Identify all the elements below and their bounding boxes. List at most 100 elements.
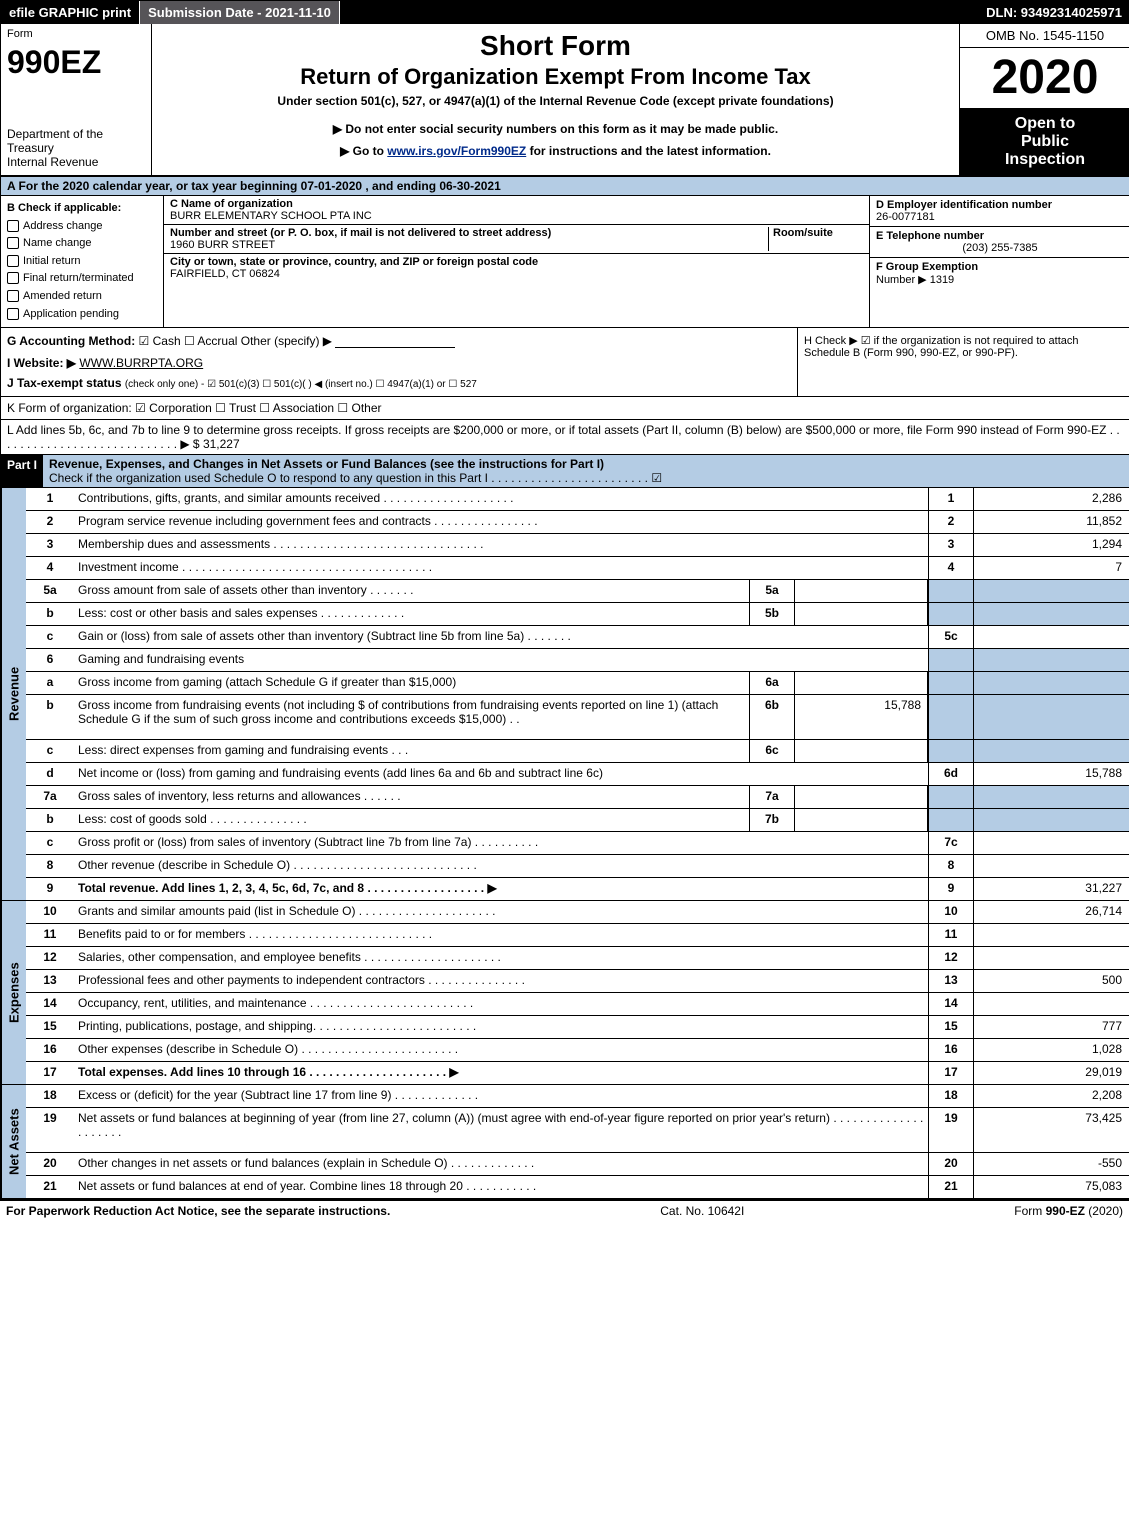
line-number: c [26, 740, 74, 762]
result-line-number: 11 [928, 924, 973, 946]
result-line-number: 12 [928, 947, 973, 969]
f-label: F Group Exemption [876, 261, 978, 273]
city-row: City or town, state or province, country… [164, 254, 869, 327]
expenses-side-label: Expenses [1, 901, 26, 1084]
result-value: 1,028 [973, 1039, 1129, 1061]
result-line-number: 13 [928, 970, 973, 992]
line-number: 12 [26, 947, 74, 969]
row-l: L Add lines 5b, 6c, and 7b to line 9 to … [1, 420, 1129, 455]
result-line-number: 6d [928, 763, 973, 785]
j-label: J Tax-exempt status [7, 376, 122, 390]
line-number: 21 [26, 1176, 74, 1198]
org-info-right: D Employer identification number 26-0077… [869, 196, 1129, 327]
line-number: 9 [26, 878, 74, 900]
j-text[interactable]: (check only one) - ☑ 501(c)(3) ☐ 501(c)(… [125, 379, 477, 390]
open-line2: Public [1021, 133, 1069, 150]
form-label: Form [1, 24, 151, 44]
c-label: C Name of organization [170, 198, 863, 210]
chk-initial-return[interactable]: Initial return [7, 253, 157, 271]
line-description: Printing, publications, postage, and shi… [74, 1016, 928, 1038]
line-number: 11 [26, 924, 74, 946]
result-line-number: 16 [928, 1039, 973, 1061]
result-value [973, 603, 1129, 625]
part-i-tag: Part I [1, 455, 43, 487]
efile-label[interactable]: efile GRAPHIC print [1, 1, 140, 24]
netassets-side-label: Net Assets [1, 1085, 26, 1198]
result-value [973, 580, 1129, 602]
table-row: dNet income or (loss) from gaming and fu… [26, 763, 1129, 786]
result-line-number [928, 649, 973, 671]
line-number: 20 [26, 1153, 74, 1175]
result-value [973, 924, 1129, 946]
g-options[interactable]: ☑ Cash ☐ Accrual Other (specify) ▶ [139, 334, 332, 348]
chk-address-change[interactable]: Address change [7, 218, 157, 236]
g-other-blank[interactable] [335, 335, 455, 348]
result-value: -550 [973, 1153, 1129, 1175]
row-g-h: G Accounting Method: ☑ Cash ☐ Accrual Ot… [1, 328, 1129, 397]
table-row: 19Net assets or fund balances at beginni… [26, 1108, 1129, 1153]
table-row: 2Program service revenue including gover… [26, 511, 1129, 534]
result-value [973, 832, 1129, 854]
i-value[interactable]: WWW.BURRPTA.ORG [79, 356, 203, 370]
submission-date: Submission Date - 2021-11-10 [140, 1, 340, 24]
section-b: B Check if applicable: Address change Na… [1, 196, 1129, 328]
result-value [973, 695, 1129, 739]
e-label: E Telephone number [876, 230, 1124, 242]
form-left-box: Form 990EZ Department of the Treasury In… [1, 24, 152, 175]
result-line-number: 7c [928, 832, 973, 854]
chk-name-change[interactable]: Name change [7, 235, 157, 253]
result-line-number [928, 809, 973, 831]
line-number: 2 [26, 511, 74, 533]
line-description: Professional fees and other payments to … [74, 970, 928, 992]
table-row: cGross profit or (loss) from sales of in… [26, 832, 1129, 855]
line-number: 14 [26, 993, 74, 1015]
line-number: 17 [26, 1062, 74, 1084]
result-value [973, 947, 1129, 969]
line-description: Excess or (deficit) for the year (Subtra… [74, 1085, 928, 1107]
line-description: Gross income from fundraising events (no… [74, 695, 749, 739]
netassets-table: Net Assets 18Excess or (deficit) for the… [1, 1085, 1129, 1200]
result-line-number: 8 [928, 855, 973, 877]
table-row: 3Membership dues and assessments . . . .… [26, 534, 1129, 557]
irs-link[interactable]: www.irs.gov/Form990EZ [387, 144, 526, 158]
mid-line-number: 5a [749, 580, 795, 602]
under-section-text: Under section 501(c), 527, or 4947(a)(1)… [277, 94, 833, 108]
row-k[interactable]: K Form of organization: ☑ Corporation ☐ … [1, 397, 1129, 420]
table-row: 13Professional fees and other payments t… [26, 970, 1129, 993]
result-line-number: 20 [928, 1153, 973, 1175]
line-number: b [26, 695, 74, 739]
result-line-number: 19 [928, 1108, 973, 1152]
table-row: 4Investment income . . . . . . . . . . .… [26, 557, 1129, 580]
part-i-title: Revenue, Expenses, and Changes in Net As… [43, 455, 1129, 487]
line-number: 16 [26, 1039, 74, 1061]
mid-line-value [795, 740, 928, 762]
address-row: Number and street (or P. O. box, if mail… [164, 225, 869, 254]
result-line-number: 1 [928, 488, 973, 510]
netassets-body: 18Excess or (deficit) for the year (Subt… [26, 1085, 1129, 1198]
revenue-side-label: Revenue [1, 488, 26, 900]
chk-final-return[interactable]: Final return/terminated [7, 270, 157, 288]
line-description: Less: cost or other basis and sales expe… [74, 603, 749, 625]
chk-application-pending[interactable]: Application pending [7, 306, 157, 324]
line-number: 4 [26, 557, 74, 579]
result-value [973, 672, 1129, 694]
result-line-number: 10 [928, 901, 973, 923]
line-description: Gross amount from sale of assets other t… [74, 580, 749, 602]
form-code: 990EZ [1, 44, 151, 81]
mid-line-value [795, 603, 928, 625]
result-line-number: 15 [928, 1016, 973, 1038]
ein-cell: D Employer identification number 26-0077… [870, 196, 1129, 227]
result-value [973, 993, 1129, 1015]
table-row: 15Printing, publications, postage, and s… [26, 1016, 1129, 1039]
open-line3: Inspection [1005, 151, 1085, 168]
header-right: OMB No. 1545-1150 2020 Open to Public In… [959, 24, 1129, 175]
group-exemption-cell: F Group Exemption Number ▶ 1319 [870, 258, 1129, 327]
chk-amended-return[interactable]: Amended return [7, 288, 157, 306]
org-info-center: C Name of organization BURR ELEMENTARY S… [164, 196, 869, 327]
mid-line-number: 6a [749, 672, 795, 694]
instructions-link-line: ▶ Go to www.irs.gov/Form990EZ for instru… [340, 144, 771, 158]
table-row: aGross income from gaming (attach Schedu… [26, 672, 1129, 695]
result-line-number: 4 [928, 557, 973, 579]
table-row: 17Total expenses. Add lines 10 through 1… [26, 1062, 1129, 1084]
h-text[interactable]: H Check ▶ ☑ if the organization is not r… [804, 334, 1124, 359]
